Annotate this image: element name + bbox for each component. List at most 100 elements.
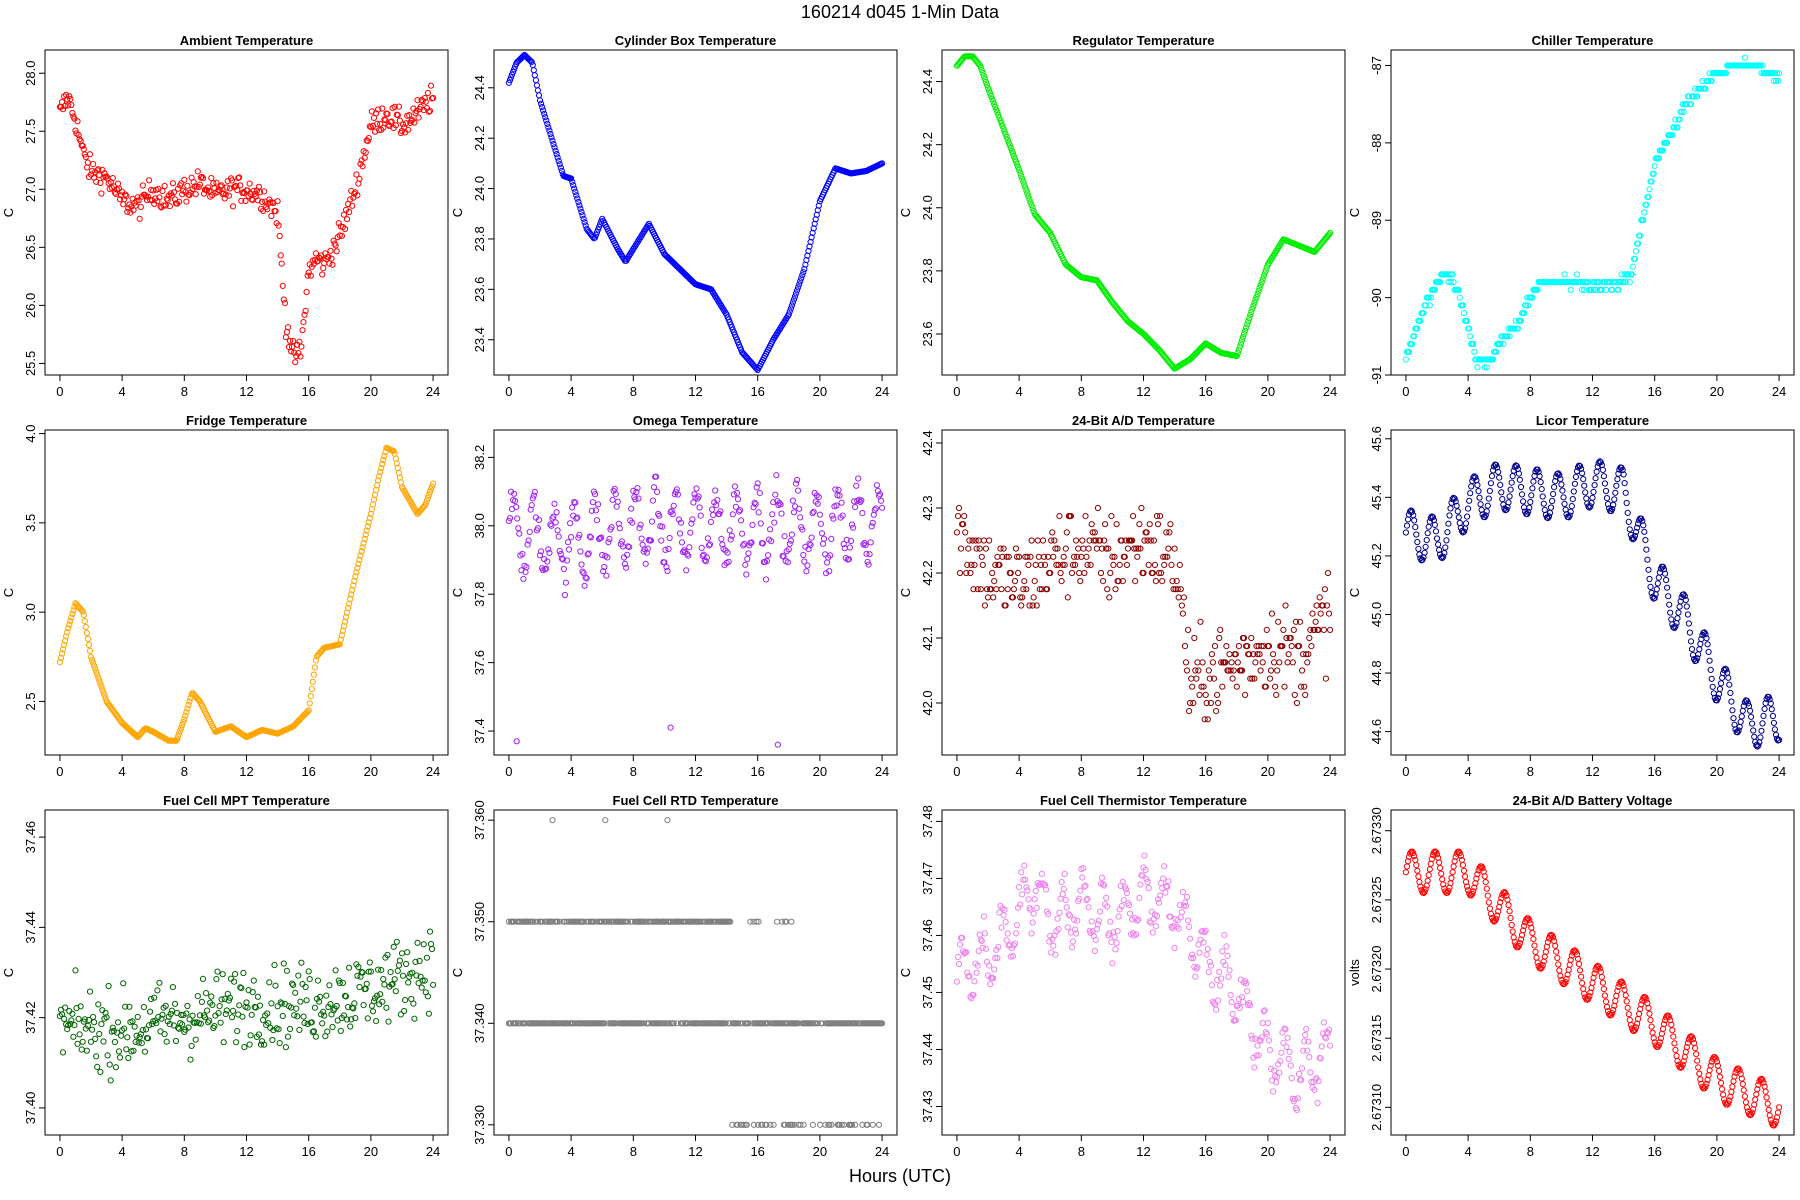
y-tick-label: 45.6 [1369,426,1384,451]
data-point [801,558,808,565]
x-tick-label: 8 [181,1144,188,1159]
data-point [696,504,703,511]
series-points [505,51,886,374]
data-point [1415,873,1422,880]
data-point [1170,586,1177,593]
data-point [1109,960,1116,967]
data-point [398,950,406,957]
data-point [1207,962,1215,969]
data-point [1153,912,1161,920]
data-point [605,539,612,546]
data-point [1202,927,1209,934]
series-points [953,504,1334,723]
data-point [1309,610,1316,617]
data-point [428,945,436,953]
data-point [1217,626,1224,634]
series-points [56,82,437,366]
data-point [1752,1096,1759,1103]
data-point [800,551,807,559]
data-point [1489,356,1497,363]
data-point [877,497,885,504]
data-point [1441,550,1448,557]
data-point [1266,1047,1274,1054]
data-point [516,530,523,537]
data-point [1083,553,1090,560]
data-point [264,206,271,213]
data-point [1218,659,1225,666]
data-point [355,963,362,971]
data-point [1157,513,1164,520]
data-point [1104,903,1111,910]
data-point [507,74,515,81]
data-point [138,1040,145,1047]
data-point [61,1015,68,1023]
data-point [1663,576,1670,584]
data-point [606,918,613,925]
data-point [1585,503,1592,510]
data-point [1213,708,1220,715]
data-point [573,192,580,199]
data-point [789,299,797,306]
data-point [1068,944,1076,951]
y-tick-label: 4.0 [23,425,38,443]
data-point [417,103,424,110]
data-point [1162,553,1169,560]
data-point [1666,601,1673,608]
data-point [1089,529,1096,536]
data-point [1136,894,1143,902]
data-point [1028,537,1035,544]
data-point [151,994,158,1001]
x-tick-label: 16 [1647,384,1661,399]
data-point [626,544,633,551]
data-point [1135,916,1142,923]
data-point [100,1038,107,1045]
data-point [785,546,792,553]
data-point [106,1061,113,1068]
data-point [278,1000,285,1007]
data-point [1590,488,1597,495]
data-point [1018,602,1025,609]
data-point [1303,651,1310,658]
data-point [818,530,826,537]
data-point [1191,634,1198,642]
data-point [1062,545,1069,552]
data-point [1425,294,1432,301]
data-point [1650,170,1657,177]
data-point [1582,489,1589,496]
data-point [555,533,562,540]
data-point [1739,1081,1746,1088]
data-point [994,109,1001,116]
data-point [178,180,185,187]
data-point [323,992,330,999]
data-point [1545,513,1553,520]
data-point [552,519,559,526]
data-point [1291,1096,1298,1103]
data-point [858,497,865,504]
data-point [69,109,76,117]
data-point [1100,881,1107,888]
data-point [1015,164,1022,171]
data-point [1030,910,1037,917]
data-point [307,272,314,279]
data-point [120,980,127,987]
data-point [1164,883,1171,890]
data-point [1215,699,1222,707]
data-point [1020,178,1027,185]
data-point [148,995,155,1003]
data-point [554,154,561,161]
data-point [304,272,311,279]
data-point [577,205,584,212]
data-point [1075,545,1082,552]
data-point [1023,187,1030,194]
data-point [142,193,150,200]
data-point [317,255,324,262]
data-point [1402,869,1410,876]
y-axis-label: C [450,968,465,977]
data-point [1468,483,1475,490]
data-point [300,1013,307,1020]
data-point [1675,609,1682,616]
data-point [70,607,77,614]
data-point [1012,158,1020,165]
y-axis-label: C [450,208,465,217]
data-point [85,641,93,649]
